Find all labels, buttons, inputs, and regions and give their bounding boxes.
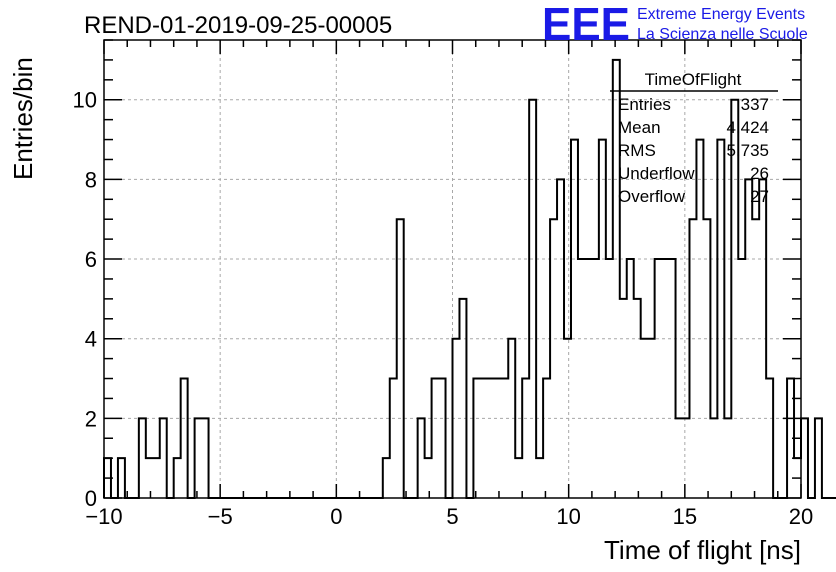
- stats-value: 5.735: [726, 141, 769, 160]
- x-tick-label: 15: [673, 504, 697, 529]
- stats-label: Underflow: [618, 164, 695, 183]
- stats-box-title: TimeOfFlight: [645, 70, 742, 89]
- x-tick-label: −10: [85, 504, 122, 529]
- y-tick-label: 4: [85, 327, 97, 352]
- x-tick-label: 20: [789, 504, 813, 529]
- histogram-bin: [627, 259, 634, 498]
- histogram-bin: [648, 339, 655, 498]
- histogram-bin: [801, 418, 808, 498]
- histogram-bin: [536, 458, 543, 498]
- eee-logo-line1: Extreme Energy Events: [637, 6, 805, 23]
- histogram-bin: [487, 379, 494, 498]
- histogram-bin: [153, 458, 160, 498]
- chart-title: REND-01-2019-09-25-00005: [84, 12, 392, 39]
- histogram-bin: [181, 379, 188, 498]
- histogram-bin: [752, 219, 759, 498]
- histogram-bin: [508, 339, 515, 498]
- eee-logo: EEE Extreme Energy Events La Scienza nel…: [542, 0, 808, 50]
- histogram-bin: [620, 299, 627, 498]
- histogram-bin: [174, 458, 181, 498]
- eee-logo-mark: EEE: [542, 0, 630, 50]
- histogram-bin: [578, 259, 585, 498]
- stats-value: 26: [750, 164, 769, 183]
- histogram-bin: [655, 259, 662, 498]
- histogram-bin: [724, 418, 731, 498]
- histogram-bin: [717, 140, 724, 498]
- histogram-bin: [425, 458, 432, 498]
- y-axis: 0 2 4 6 8 10: [73, 39, 801, 511]
- histogram-bin: [383, 458, 390, 498]
- histogram-bin: [585, 259, 592, 498]
- histogram-bin: [599, 140, 606, 498]
- histogram-bin: [501, 379, 508, 498]
- histogram-bin: [703, 219, 710, 498]
- histogram-bin: [606, 259, 613, 498]
- stats-value: 337: [741, 95, 769, 114]
- histogram-bin: [473, 379, 480, 498]
- stats-label: Overflow: [618, 187, 686, 206]
- histogram-bin: [195, 418, 202, 498]
- stats-box-rows: Entries 337 Mean 4.424 RMS 5.735 Underflow 26 Ov…: [618, 95, 769, 206]
- x-tick-label: 0: [330, 504, 342, 529]
- histogram-bin: [397, 219, 404, 498]
- histogram-bin: [815, 418, 822, 498]
- histogram-bin: [759, 179, 766, 498]
- y-tick-label: 0: [85, 486, 97, 511]
- histogram-bin: [634, 299, 641, 498]
- histogram-bin: [146, 458, 153, 498]
- histogram-bin: [139, 418, 146, 498]
- y-tick-label: 2: [85, 406, 97, 431]
- histogram-bin: [202, 418, 209, 498]
- stats-box: TimeOfFlight Entries 337 Mean 4.424 RMS 5.735…: [610, 70, 778, 206]
- y-tick-label: 6: [85, 247, 97, 272]
- histogram-bin: [494, 379, 501, 498]
- histogram-bin: [432, 379, 439, 498]
- histogram-bin: [390, 379, 397, 498]
- histogram-bin: [662, 259, 669, 498]
- y-axis-title: Entries/bin: [8, 57, 38, 180]
- histogram-bin: [550, 219, 557, 498]
- histogram-bin: [571, 140, 578, 498]
- x-tick-label: 10: [556, 504, 580, 529]
- histogram-bin: [459, 299, 466, 498]
- histogram-bin: [439, 379, 446, 498]
- histogram-bin: [745, 179, 752, 498]
- histogram-bin: [418, 418, 425, 498]
- stats-label: Mean: [618, 118, 661, 137]
- histogram-bin: [543, 379, 550, 498]
- stats-value: 4.424: [726, 118, 769, 137]
- y-tick-label: 8: [85, 167, 97, 192]
- eee-logo-line2: La Scienza nelle Scuole: [637, 26, 808, 43]
- histogram-bin: [118, 458, 125, 498]
- histogram-bin: [592, 259, 599, 498]
- x-axis: −10 −5 0 5 10 15 20: [85, 40, 813, 529]
- histogram-bin: [676, 418, 683, 498]
- x-tick-label: 5: [446, 504, 458, 529]
- histogram-bin: [515, 458, 522, 498]
- histogram-bin: [453, 339, 460, 498]
- histogram-bin: [557, 179, 564, 498]
- stats-label: RMS: [618, 141, 656, 160]
- y-tick-label: 10: [73, 88, 97, 113]
- histogram-bin: [669, 259, 676, 498]
- histogram-bin: [529, 100, 536, 498]
- x-axis-title: Time of flight [ns]: [604, 535, 801, 565]
- histogram-bin: [522, 379, 529, 498]
- histogram-bin: [766, 379, 773, 498]
- histogram-bin: [738, 259, 745, 498]
- stats-label: Entries: [618, 95, 671, 114]
- histogram-bin: [641, 339, 648, 498]
- stats-value: 27: [750, 187, 769, 206]
- histogram-bin: [710, 418, 717, 498]
- histogram-bin: [683, 418, 690, 498]
- histogram-bin: [564, 339, 571, 498]
- x-tick-label: −5: [208, 504, 233, 529]
- histogram-bin: [160, 418, 167, 498]
- histogram-bin: [480, 379, 487, 498]
- histogram-bin: [696, 140, 703, 498]
- histogram-bin: [689, 219, 696, 498]
